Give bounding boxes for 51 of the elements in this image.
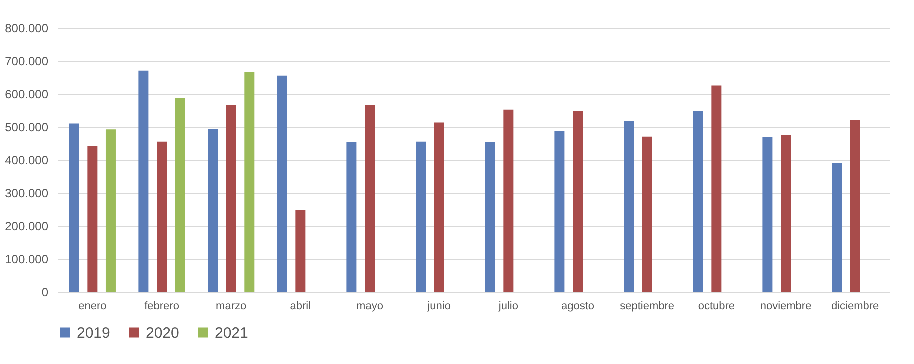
bar <box>138 70 149 292</box>
bar <box>175 98 186 292</box>
bar <box>296 210 306 292</box>
bar <box>208 129 218 292</box>
x-tick-label: octubre <box>698 300 736 312</box>
bar <box>504 110 514 292</box>
y-tick-label: 100.000 <box>5 252 49 266</box>
x-tick-label: abril <box>290 300 312 312</box>
x-tick-label: diciembre <box>831 300 880 312</box>
y-tick-label: 300.000 <box>5 186 49 200</box>
bar <box>693 111 704 292</box>
bar <box>88 146 98 292</box>
bar <box>346 142 357 292</box>
bar <box>832 163 842 292</box>
bar <box>69 124 80 292</box>
x-tick-label: septiembre <box>620 300 675 312</box>
x-tick-label: agosto <box>561 300 595 312</box>
x-tick-label: junio <box>426 300 451 312</box>
y-tick-label: 700.000 <box>5 54 49 68</box>
x-tick-label: julio <box>498 300 518 312</box>
x-tick-label: febrero <box>144 300 180 312</box>
legend-label: 2021 <box>215 324 248 342</box>
x-tick-label: noviembre <box>760 300 812 312</box>
y-tick-label: 400.000 <box>5 154 49 168</box>
bar <box>485 142 496 292</box>
bar <box>244 72 255 292</box>
y-tick-label: 500.000 <box>5 120 49 134</box>
bar <box>106 130 116 292</box>
bar <box>781 135 791 292</box>
bar <box>554 130 565 292</box>
y-tick-label: 600.000 <box>5 88 49 102</box>
x-tick-label: enero <box>78 300 107 312</box>
bar <box>434 122 444 292</box>
bar <box>277 76 288 292</box>
bar <box>157 142 167 292</box>
bar <box>365 106 375 292</box>
y-tick-label: 200.000 <box>5 220 49 234</box>
bar <box>642 136 652 292</box>
bar <box>416 142 426 292</box>
bar <box>226 106 236 292</box>
x-tick-label: marzo <box>216 300 247 312</box>
legend-label: 2019 <box>77 324 110 342</box>
bar <box>573 111 583 292</box>
bar <box>850 120 860 292</box>
y-tick-label: 0 <box>42 286 49 300</box>
bar <box>624 121 634 292</box>
x-tick-label: mayo <box>356 300 384 312</box>
y-tick-label: 800.000 <box>5 22 49 36</box>
legend-label: 2020 <box>146 324 180 342</box>
bar <box>712 86 722 292</box>
bar <box>762 138 773 292</box>
